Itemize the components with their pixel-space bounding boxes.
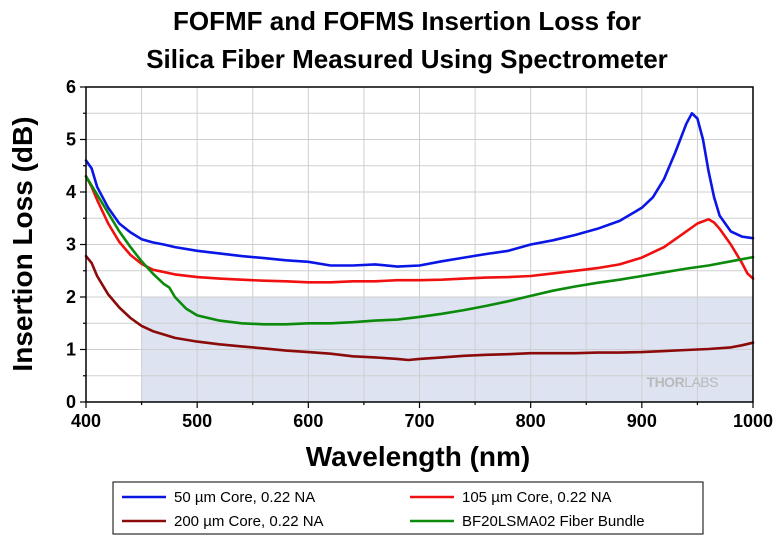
legend: 50 µm Core, 0.22 NA 105 µm Core, 0.22 NA 2…: [112, 481, 704, 535]
chart-title-line-2: Silica Fiber Measured Using Spectrometer: [146, 44, 668, 74]
series-line-3: [84, 254, 755, 362]
x-tick-label: 500: [182, 411, 212, 431]
thorlabs-watermark: THORLABS: [647, 374, 719, 390]
legend-label: 105 µm Core, 0.22 NA: [462, 489, 612, 506]
x-tick-labels: 400 500 600 700 800 900 1000: [71, 411, 773, 431]
x-tick-label: 1000: [733, 411, 773, 431]
svg-text:THORLABS: THORLABS: [647, 374, 719, 390]
y-tick-labels: 0 1 2 3 4 5 6: [66, 77, 76, 412]
series-line-4: [84, 175, 755, 326]
legend-label: 200 µm Core, 0.22 NA: [174, 513, 324, 530]
legend-box: [112, 481, 704, 535]
watermark-part-2: LABS: [684, 374, 718, 390]
plot-area: THORLABS: [80, 86, 755, 408]
tick-marks: [80, 86, 754, 408]
series-lines: [84, 112, 755, 362]
y-tick-label: 6: [66, 77, 76, 97]
y-tick-label: 2: [66, 287, 76, 307]
legend-label: BF20LSMA02 Fiber Bundle: [462, 513, 645, 530]
y-tick-label: 0: [66, 392, 76, 412]
x-tick-label: 800: [516, 411, 546, 431]
x-tick-label: 900: [627, 411, 657, 431]
chart-title-line-1: FOFMF and FOFMS Insertion Loss for: [173, 6, 641, 36]
y-tick-label: 4: [66, 182, 76, 202]
y-axis-label: Insertion Loss (dB): [7, 116, 38, 371]
series-line-1: [84, 112, 755, 268]
x-tick-label: 600: [293, 411, 323, 431]
x-tick-label: 700: [404, 411, 434, 431]
y-tick-label: 3: [66, 235, 76, 255]
legend-item-1: 50 µm Core, 0.22 NA: [122, 489, 315, 506]
legend-item-3: 200 µm Core, 0.22 NA: [122, 513, 324, 530]
y-tick-label: 5: [66, 130, 76, 150]
x-axis-label: Wavelength (nm): [306, 441, 531, 472]
legend-label: 50 µm Core, 0.22 NA: [174, 489, 315, 506]
y-tick-label: 1: [66, 340, 76, 360]
x-tick-label: 400: [71, 411, 101, 431]
legend-item-2: 105 µm Core, 0.22 NA: [410, 489, 612, 506]
watermark-part-1: THOR: [647, 374, 685, 390]
legend-item-4: BF20LSMA02 Fiber Bundle: [410, 513, 645, 530]
